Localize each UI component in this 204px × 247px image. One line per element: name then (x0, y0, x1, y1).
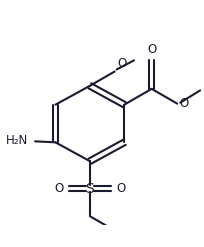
Text: O: O (147, 43, 156, 56)
Text: S: S (85, 182, 94, 196)
Text: H₂N: H₂N (6, 134, 29, 147)
Text: O: O (117, 57, 126, 70)
Text: O: O (116, 182, 125, 195)
Text: O: O (180, 97, 189, 110)
Text: O: O (54, 182, 64, 195)
